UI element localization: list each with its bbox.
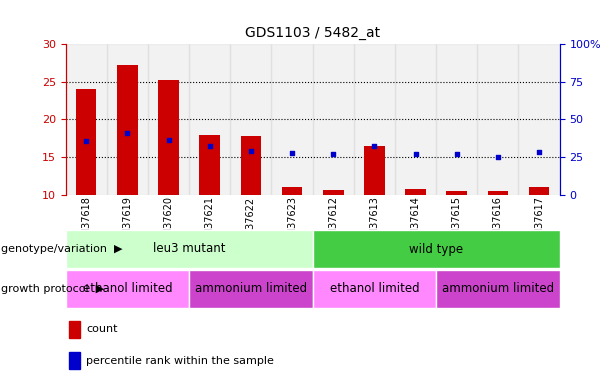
Point [246,148,256,154]
Bar [313,230,560,268]
Bar [76,89,96,195]
Bar [240,136,261,195]
Bar [478,44,519,195]
Text: growth protocol  ▶: growth protocol ▶ [1,284,104,294]
Point [164,137,173,143]
Point [452,151,462,157]
Bar [436,44,478,195]
Text: ammonium limited: ammonium limited [195,282,307,296]
Text: ethanol limited: ethanol limited [330,282,419,296]
Bar [487,191,508,195]
Text: ammonium limited: ammonium limited [442,282,554,296]
Text: genotype/variation  ▶: genotype/variation ▶ [1,244,122,254]
Bar [323,190,343,195]
Point [493,154,503,160]
Bar [158,80,179,195]
Point [534,149,544,155]
Bar [446,191,467,195]
Bar [282,188,302,195]
Bar [148,44,189,195]
Point [82,138,91,144]
Text: leu3 mutant: leu3 mutant [153,243,226,255]
Point [411,151,421,157]
Bar [230,44,272,195]
Point [123,130,132,136]
Bar [272,44,313,195]
Bar [313,270,436,308]
Point [205,143,215,149]
Bar [436,270,560,308]
Bar [529,188,549,195]
Point [370,143,379,149]
Bar [66,230,313,268]
Bar [313,44,354,195]
Bar [66,44,107,195]
Bar [189,270,313,308]
Bar [199,135,220,195]
Bar [69,352,80,369]
Text: ethanol limited: ethanol limited [83,282,172,296]
Bar [395,44,436,195]
Text: wild type: wild type [409,243,463,255]
Text: count: count [86,324,118,334]
Point [287,150,297,156]
Text: percentile rank within the sample: percentile rank within the sample [86,356,274,366]
Title: GDS1103 / 5482_at: GDS1103 / 5482_at [245,26,380,40]
Point [329,151,338,157]
Bar [405,189,426,195]
Bar [66,270,189,308]
Bar [354,44,395,195]
Bar [117,65,138,195]
Bar [519,44,560,195]
Bar [69,321,80,338]
Bar [107,44,148,195]
Bar [189,44,230,195]
Bar [364,146,385,195]
